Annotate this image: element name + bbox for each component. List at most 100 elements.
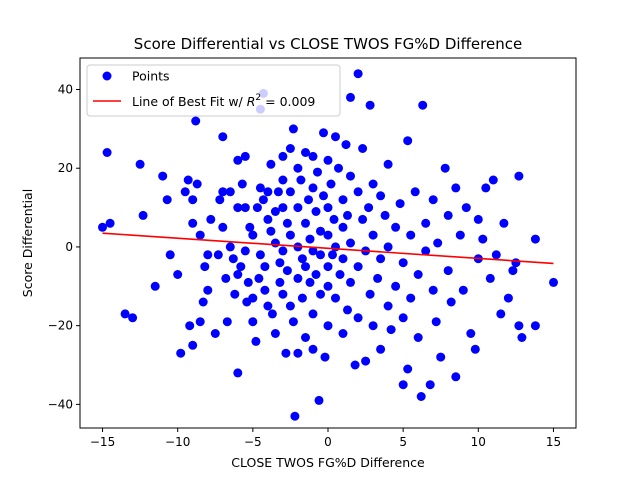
data-point [218, 132, 228, 142]
data-point [290, 411, 300, 421]
data-point [368, 179, 378, 189]
legend-fit-value: = 0.009 [261, 94, 315, 109]
data-point [466, 329, 476, 338]
data-point [233, 203, 243, 213]
data-point [343, 305, 352, 315]
data-point [162, 195, 172, 205]
data-point [150, 281, 160, 291]
data-point [278, 289, 288, 299]
data-point [458, 285, 468, 295]
data-point [255, 183, 265, 193]
data-point [514, 171, 524, 181]
x-tick-label: 0 [324, 435, 332, 449]
data-point [228, 254, 238, 264]
data-point [293, 163, 303, 173]
data-point [383, 301, 393, 311]
data-point [158, 171, 168, 181]
data-point [421, 246, 431, 256]
data-point [278, 203, 288, 213]
data-point [335, 270, 345, 279]
data-point [503, 293, 513, 303]
data-point [338, 254, 348, 264]
legend: Points Line of Best Fit w/ R2 = 0.009 [86, 64, 341, 117]
data-point [203, 285, 213, 295]
data-point [263, 301, 273, 311]
data-point [346, 238, 355, 248]
data-point [410, 187, 420, 197]
data-point [380, 210, 390, 220]
x-tick-label: −5 [244, 435, 262, 449]
data-point [331, 242, 340, 252]
data-point [386, 325, 396, 335]
data-point [230, 289, 240, 299]
data-point [343, 210, 352, 220]
data-point [326, 179, 336, 189]
data-point [514, 321, 524, 331]
data-point [346, 92, 355, 102]
data-point [288, 124, 298, 134]
data-point [305, 234, 315, 244]
data-point [383, 242, 393, 252]
data-point [255, 250, 265, 260]
data-point [368, 321, 378, 331]
data-point [233, 155, 243, 165]
data-point [319, 191, 328, 201]
data-point [263, 187, 273, 197]
data-point [391, 222, 401, 232]
data-point [195, 317, 205, 327]
x-tick-label: 15 [546, 435, 561, 449]
data-point [254, 273, 264, 283]
data-point [508, 266, 518, 276]
data-point [188, 340, 198, 350]
data-point [288, 317, 298, 327]
data-point [210, 329, 220, 338]
x-tick-label: −15 [90, 435, 115, 449]
data-point [488, 175, 498, 185]
data-point [470, 344, 480, 354]
data-point [120, 309, 130, 319]
data-point [319, 128, 328, 138]
data-point [338, 329, 348, 338]
data-point [323, 203, 333, 213]
data-point [530, 234, 540, 244]
data-point [195, 230, 205, 240]
data-point [308, 309, 318, 319]
data-point [395, 199, 405, 209]
data-point [451, 183, 461, 193]
data-point [282, 218, 292, 228]
data-point [499, 218, 509, 228]
data-point [185, 321, 195, 331]
data-point [206, 214, 216, 224]
data-point [446, 297, 456, 307]
data-point [398, 380, 408, 390]
data-point [293, 348, 303, 358]
data-point [251, 336, 261, 346]
data-point [285, 144, 295, 153]
x-axis-ticks: −15 −10 −5 0 5 10 15 [90, 428, 561, 449]
data-point [350, 360, 360, 370]
chart-title: Score Differential vs CLOSE TWOS FG%D Di… [134, 35, 522, 53]
data-point [213, 250, 223, 260]
data-point [323, 281, 333, 291]
data-point [301, 262, 310, 272]
data-point [270, 207, 280, 216]
data-point [481, 183, 491, 193]
data-point [421, 218, 431, 228]
data-point [267, 309, 277, 319]
data-point [293, 203, 303, 213]
data-point [491, 250, 501, 260]
data-point [275, 277, 285, 287]
data-point [428, 195, 438, 205]
data-point [297, 293, 307, 303]
data-point [485, 273, 495, 283]
data-point [365, 289, 375, 299]
data-point [346, 171, 355, 181]
data-point [549, 277, 558, 287]
data-point [368, 230, 378, 240]
legend-fit-sup: 2 [255, 93, 261, 103]
legend-fit-prefix: Line of Best Fit w/ [132, 94, 247, 109]
data-point [365, 100, 375, 110]
y-tick-label: 40 [58, 82, 73, 96]
legend-points-marker [102, 71, 112, 81]
data-point [443, 266, 453, 276]
